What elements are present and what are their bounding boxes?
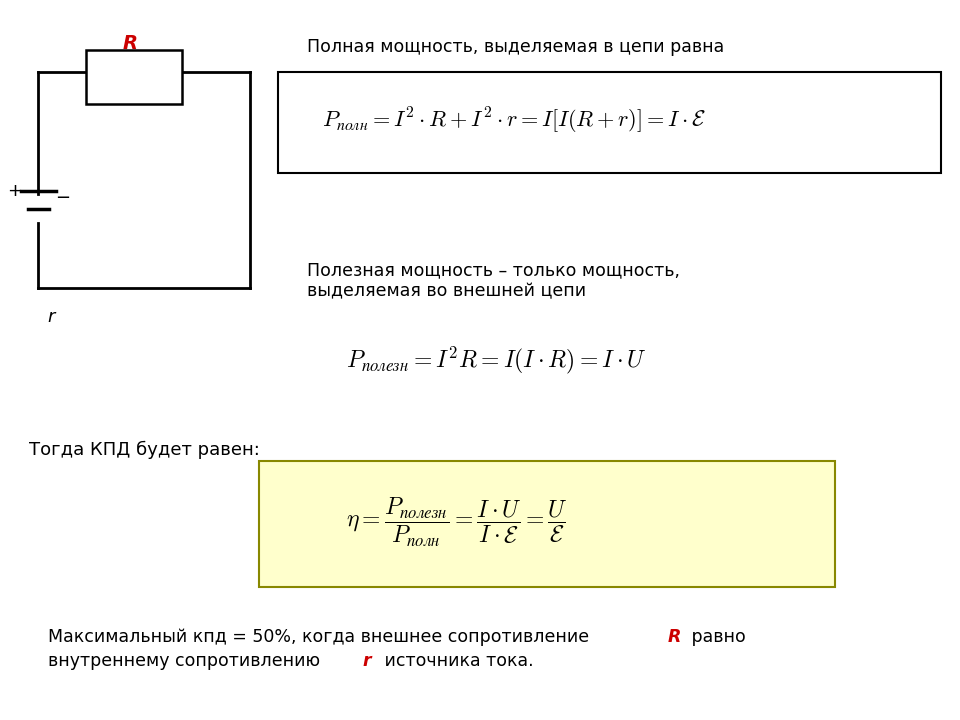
Text: +: + <box>7 182 22 200</box>
Text: R: R <box>122 34 137 53</box>
Text: R: R <box>667 628 681 647</box>
Text: $\eta = \dfrac{P_{\mathit{полезн}}}{P_{\mathit{полн}}} = \dfrac{I \cdot U}{I \cd: $\eta = \dfrac{P_{\mathit{полезн}}}{P_{\… <box>346 496 567 549</box>
Text: Максимальный кпд = 50%, когда внешнее сопротивление: Максимальный кпд = 50%, когда внешнее со… <box>48 628 594 647</box>
Text: $P_{\mathit{полезн}} = I^2 R = I(I \cdot R) = I \cdot U$: $P_{\mathit{полезн}} = I^2 R = I(I \cdot… <box>346 344 646 376</box>
Text: источника тока.: источника тока. <box>379 652 534 670</box>
Text: Полезная мощность – только мощность,: Полезная мощность – только мощность, <box>307 261 681 279</box>
Text: выделяемая во внешней цепи: выделяемая во внешней цепи <box>307 283 587 301</box>
Text: Тогда КПД будет равен:: Тогда КПД будет равен: <box>29 441 259 459</box>
Text: −: − <box>55 189 70 207</box>
Text: Полная мощность, выделяемая в цепи равна: Полная мощность, выделяемая в цепи равна <box>307 38 725 56</box>
FancyBboxPatch shape <box>259 461 835 587</box>
Text: $P_{\mathit{полн}} = I^2 \cdot R + I^2 \cdot r = I\left[I(R+r)\right] = I \cdot : $P_{\mathit{полн}} = I^2 \cdot R + I^2 \… <box>322 106 706 136</box>
Text: r: r <box>363 652 372 670</box>
Text: равно: равно <box>686 628 746 647</box>
FancyBboxPatch shape <box>278 72 941 173</box>
Bar <box>86 50 182 104</box>
Text: внутреннему сопротивлению: внутреннему сопротивлению <box>48 652 325 670</box>
Text: r: r <box>47 308 55 326</box>
